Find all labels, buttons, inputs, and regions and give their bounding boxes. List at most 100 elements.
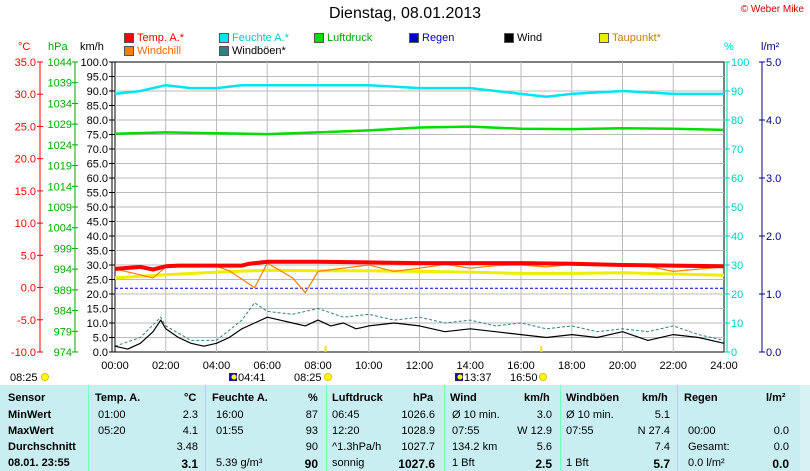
wind-axis-tick-label: 10.0	[87, 318, 108, 330]
moon-icon-fill	[231, 374, 237, 380]
rain-axis-tick-label: 5.0	[766, 57, 781, 69]
pressure-axis-tick-label: 979	[54, 326, 72, 338]
legend-pressure: Luftdruck	[314, 32, 372, 44]
pressure-axis-tick-label: 1024	[48, 140, 72, 152]
pressure-axis-tick-label: 1014	[48, 181, 72, 193]
wind-axis-tick-label: 40.0	[87, 231, 108, 243]
stats-cell-label: Durchschnitt	[8, 441, 76, 453]
wind-unit-label: km/h	[80, 41, 104, 53]
legend-windchill-label: Windchill	[137, 45, 182, 57]
marker-label: 13:37	[464, 372, 492, 384]
temp-unit-label: °C	[18, 41, 31, 53]
stats-cell-rain-val: 0.0	[772, 457, 789, 471]
stats-cell-press-val: 1028.9	[401, 425, 435, 437]
x-tick-label: 02:00	[152, 360, 180, 372]
stats-header-temp: Temp. A.	[95, 392, 141, 404]
legend-dewpoint-label: Taupunkt*	[612, 32, 661, 44]
pressure-axis-tick-label: 999	[54, 243, 72, 255]
wind-axis-tick-label: 35.0	[87, 246, 108, 258]
stats-cell-hum-val: 87	[305, 409, 318, 421]
stats-cell-wind-time: Ø 10 min.	[452, 409, 500, 421]
stats-header-hum-unit: %	[308, 392, 318, 404]
stats-cell-rain-val: 0.0	[773, 425, 789, 437]
series-feuchtea	[114, 83, 724, 99]
series-wind	[114, 316, 725, 350]
stats-cell-hum-time: 01:55	[216, 425, 244, 437]
legend-wind-swatch	[504, 33, 514, 43]
pressure-axis-tick-label: 989	[54, 285, 72, 297]
series-windben	[114, 302, 725, 347]
sun-icon	[41, 373, 49, 381]
legend-dewpoint: Taupunkt*	[599, 32, 661, 44]
humidity-axis-tick-label: 20	[731, 289, 743, 301]
stats-divider	[444, 385, 445, 471]
stats-cell-temp-val: 3.48	[176, 441, 198, 453]
wind-axis-tick-label: 55.0	[87, 188, 108, 200]
right-strip	[800, 385, 810, 471]
stats-cell-hum-val: 90	[304, 457, 318, 471]
x-tick-label: 24:00	[710, 360, 738, 372]
x-tick-label: 22:00	[659, 360, 687, 372]
stats-cell-label: MinWert	[8, 409, 52, 421]
chart-grid	[114, 61, 725, 353]
stats-cell-hum-time: 16:00	[216, 409, 244, 421]
stats-header-gust: Windböen	[566, 392, 620, 404]
stats-cell-temp-val: 3.1	[181, 457, 198, 471]
chart-axes: 00:00 02:00 04:00 06:00 08:00 10:00 12:00 14:00…	[11, 57, 781, 372]
humidity-axis-tick-label: 0	[731, 347, 737, 359]
stats-cell-wind-val: 2.5	[535, 457, 552, 471]
legend-pressure-label: Luftdruck	[327, 32, 373, 44]
humidity-axis-tick-label: 60	[731, 173, 743, 185]
stats-cell-temp-time: 01:00	[98, 409, 126, 421]
marker-label: 16:50	[510, 372, 538, 384]
stats-cell-press-time: 12:20	[332, 425, 360, 437]
marker-label: 08:25	[10, 372, 38, 384]
legend-rain: Regen	[409, 32, 454, 44]
temp-axis-tick-label: 10.0	[15, 218, 36, 230]
stats-divider	[677, 385, 678, 471]
wind-axis-tick-label: 75.0	[87, 130, 108, 142]
legend-wind: Wind	[504, 32, 542, 44]
x-tick-label: 18:00	[558, 360, 586, 372]
legend-humidity-swatch	[219, 33, 229, 43]
legend-temp-label: Temp. A.*	[137, 32, 185, 44]
series-luftdruck	[114, 125, 725, 136]
legend-temp-swatch	[124, 33, 134, 43]
stats-cell-rain-time: Gesamt:	[688, 441, 730, 453]
wind-axis-tick-label: 50.0	[87, 202, 108, 214]
stats-divider	[326, 385, 327, 471]
pressure-axis-tick-label: 1009	[48, 202, 72, 214]
stats-header-rain-unit: l/m²	[766, 392, 786, 404]
x-tick-label: 20:00	[609, 360, 637, 372]
x-tick-label: 04:00	[203, 360, 231, 372]
pressure-axis-tick-label: 984	[54, 306, 72, 318]
copyright-text: © Weber Mike	[740, 4, 804, 15]
stats-cell-gust-val: N 27.4	[637, 425, 670, 437]
humidity-axis-tick-label: 80	[731, 115, 743, 127]
stats-header-hum: Feuchte A.	[212, 392, 268, 404]
humidity-axis-tick-label: 90	[731, 86, 743, 98]
stats-cell-rain-val: 0.0	[773, 441, 789, 453]
temp-axis-tick-label: 5.0	[21, 250, 36, 262]
legend-pressure-swatch	[314, 33, 324, 43]
stats-cell-wind-val: 5.6	[536, 441, 552, 453]
x-tick-label: 10:00	[355, 360, 383, 372]
stats-cell-hum-time: 5.39 g/m³	[216, 457, 263, 469]
wind-axis-tick-label: 45.0	[87, 217, 108, 229]
stats-cell-press-time: sonnig	[332, 457, 365, 469]
stats-cell-gust-time: 07:55	[566, 425, 594, 437]
temp-axis-tick-label: 35.0	[15, 57, 36, 69]
sun-icon	[324, 373, 332, 381]
legend-temp: Temp. A.*	[124, 32, 184, 44]
wind-axis-tick-label: 90.0	[87, 86, 108, 98]
x-tick-label: 16:00	[507, 360, 535, 372]
wind-axis-tick-label: 80.0	[87, 115, 108, 127]
marker-label: 08:25	[294, 372, 322, 384]
temp-axis-tick-label: 15.0	[15, 186, 36, 198]
stats-cell-rain-time: 00:00	[688, 425, 716, 437]
wind-axis-tick-label: 65.0	[87, 159, 108, 171]
pressure-axis-tick-label: 1039	[48, 78, 72, 90]
stats-header-press: Luftdruck	[332, 392, 383, 404]
stats-cell-wind-time: 07:55	[452, 425, 480, 437]
rain-unit-label: l/m²	[761, 41, 780, 53]
